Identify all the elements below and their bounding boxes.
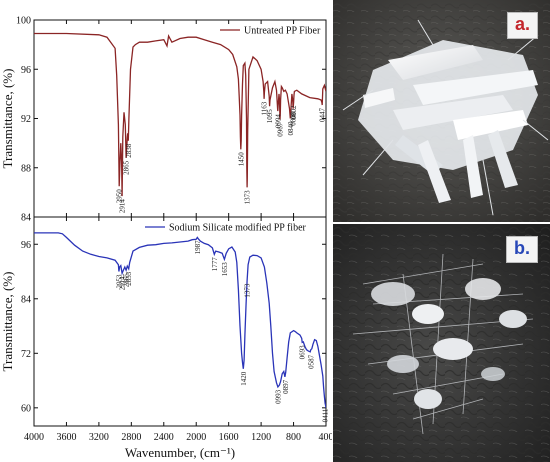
- legend-label: Sodium Silicate modified PP fiber: [169, 223, 307, 234]
- peak-label: 0993: [274, 389, 282, 404]
- y-tick-label: 100: [16, 16, 31, 27]
- series-line: [34, 32, 326, 197]
- peak-label: 1163: [261, 101, 269, 115]
- peak-label: 2914: [119, 199, 127, 214]
- peak-label: 1373: [244, 283, 252, 298]
- peak-label: 1095: [266, 109, 274, 124]
- peak-label: 0802: [290, 105, 298, 120]
- peak-label: 2865: [123, 160, 131, 175]
- peak-label: 2833: [125, 271, 133, 286]
- x-tick-label: 1200: [251, 432, 271, 443]
- x-tick-label: 2800: [121, 432, 141, 443]
- peak-label: 0411: [322, 408, 330, 422]
- peak-label: 1420: [240, 371, 248, 386]
- peak-label: 0693: [299, 345, 307, 360]
- legend-label: Untreated PP Fiber: [244, 26, 321, 37]
- x-tick-label: 2000: [186, 432, 206, 443]
- y-axis-title: Transmittance, (%): [0, 69, 15, 169]
- x-tick-label: 1600: [219, 432, 239, 443]
- photo-b-label: b.: [506, 236, 538, 263]
- peak-label: 0587: [307, 354, 315, 369]
- peak-label: 2950: [116, 189, 124, 204]
- peak-label: 1653: [221, 262, 229, 277]
- fiber-cluster-b: [352, 253, 534, 435]
- x-axis-title: Wavenumber, (cm⁻¹): [125, 445, 235, 460]
- peak-label: 1373: [244, 190, 252, 205]
- peak-label: 0447: [319, 108, 327, 123]
- y-tick-label: 60: [21, 403, 31, 414]
- y-tick-label: 88: [21, 163, 31, 174]
- peak-label: 0967: [277, 122, 285, 137]
- plot-frame: [33, 216, 327, 427]
- shared-axes: 4000 3600 3200 2800 2400 2000 1600 1200 800 400 Wa…: [24, 432, 332, 460]
- x-tick-label: 400: [319, 432, 333, 443]
- photo-untreated-fiber: a.: [333, 0, 550, 222]
- peak-label: 0840: [287, 121, 295, 136]
- x-tick-label: 3200: [89, 432, 109, 443]
- peak-label: 1987: [194, 240, 202, 255]
- y-tick-label: 72: [21, 349, 31, 360]
- peak-label: 1450: [237, 152, 245, 167]
- photo-modified-fiber: b.: [333, 224, 550, 462]
- y-tick-label: 96: [21, 240, 31, 251]
- peak-label: 0808: [289, 111, 297, 126]
- photo-a-label: a.: [506, 12, 538, 39]
- peak-label: 2838: [125, 143, 133, 158]
- ftir-chart: 8488929610029502914286528381450137311631…: [0, 16, 332, 461]
- peak-label: 2865: [123, 273, 131, 288]
- peak-label: 2953: [115, 274, 123, 289]
- peak-label: 1777: [211, 257, 219, 272]
- y-tick-label: 84: [21, 294, 31, 305]
- peak-label: 0994: [274, 114, 282, 129]
- peak-label: 2914: [119, 276, 127, 291]
- x-tick-label: 800: [286, 432, 301, 443]
- y-axis-title: Transmittance, (%): [0, 272, 15, 372]
- fiber-bundle-a: [342, 19, 549, 216]
- y-tick-label: 84: [21, 213, 31, 224]
- y-tick-label: 92: [21, 114, 31, 125]
- x-tick-label: 4000: [24, 432, 44, 443]
- x-tick-label: 2400: [154, 432, 174, 443]
- y-tick-label: 96: [21, 65, 31, 76]
- series-line: [34, 232, 326, 408]
- peak-label: 0897: [282, 379, 290, 394]
- x-tick-label: 3600: [56, 432, 76, 443]
